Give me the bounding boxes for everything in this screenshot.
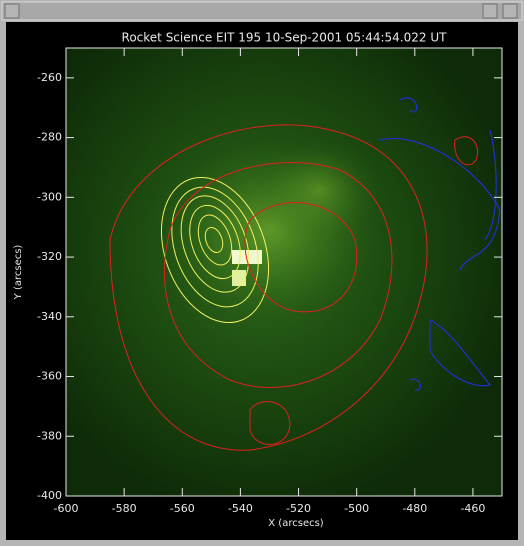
minimize-button[interactable] — [482, 3, 498, 19]
x-tick-label: -600 — [54, 502, 79, 515]
y-tick-label: -380 — [37, 429, 62, 442]
plot-frame — [65, 47, 503, 497]
x-axis-label: X (arcsecs) — [268, 518, 324, 529]
x-tick-label: -500 — [344, 502, 369, 515]
menu-button[interactable] — [4, 3, 20, 19]
maximize-button[interactable] — [502, 3, 518, 19]
x-tick-label: -520 — [286, 502, 311, 515]
image-bright-region — [260, 140, 380, 240]
y-tick-label: -260 — [37, 71, 62, 84]
x-tick-label: -480 — [402, 502, 427, 515]
red-contours — [109, 124, 478, 451]
x-tick-label: -460 — [460, 502, 485, 515]
blue-contours — [379, 97, 501, 391]
yellow-contours — [160, 176, 270, 324]
x-tick-label: -540 — [228, 502, 253, 515]
x-tick-label: -560 — [170, 502, 195, 515]
title-bar — [1, 1, 523, 21]
y-axis-label: Y (arcsecs) — [13, 245, 24, 301]
y-tick-label: -280 — [37, 131, 62, 144]
y-tick-label: -340 — [37, 310, 62, 323]
y-tick-label: -320 — [37, 250, 62, 263]
y-tick-label: -400 — [37, 489, 62, 502]
y-tick-label: -300 — [37, 190, 62, 203]
chart-title: Rocket Science EIT 195 10-Sep-2001 05:44… — [122, 31, 448, 45]
x-tick-label: -580 — [112, 502, 137, 515]
y-tick-label: -360 — [37, 370, 62, 383]
image-hot-pixel — [232, 270, 246, 286]
